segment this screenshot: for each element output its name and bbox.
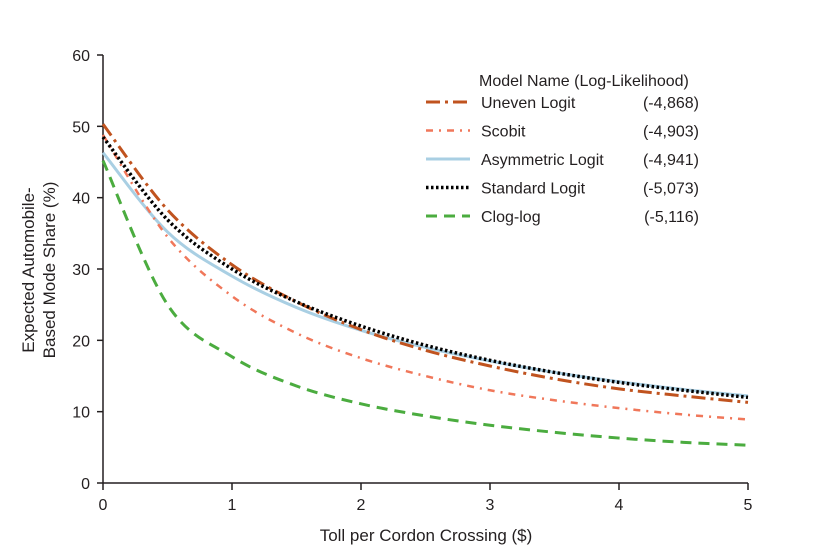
x-tick-label: 4: [615, 497, 624, 514]
x-tick-label: 0: [99, 497, 108, 514]
legend-label-standard-logit: Standard Logit: [481, 181, 586, 198]
legend-title: Model Name (Log-Likelihood): [479, 73, 689, 90]
axes: 0 10 20 30 40 50 60 0 1 2 3 4 5: [72, 48, 752, 514]
y-tick-label: 20: [72, 333, 90, 350]
y-tick-label: 60: [72, 48, 90, 65]
legend-loglik-uneven-logit: (-4,868): [643, 95, 699, 112]
x-tick-label: 2: [357, 497, 366, 514]
legend: Model Name (Log-Likelihood) Uneven Logit…: [426, 73, 699, 226]
y-tick-label: 10: [72, 405, 90, 422]
x-axis-label: Toll per Cordon Crossing ($): [320, 526, 533, 545]
y-tick-label: 50: [72, 119, 90, 136]
y-axis-label-line-1: Expected Automobile-: [19, 187, 38, 352]
y-axis-label: Expected Automobile- Based Mode Share (%…: [19, 182, 59, 359]
legend-loglik-scobit: (-4,903): [643, 124, 699, 141]
x-tick-label: 3: [486, 497, 495, 514]
series-line-scobit: [101, 134, 749, 421]
legend-loglik-standard-logit: (-5,073): [643, 181, 699, 198]
legend-label-uneven-logit: Uneven Logit: [481, 95, 576, 112]
series-line-standard-logit: [101, 135, 749, 400]
legend-loglik-clog-log: (-5,116): [644, 209, 699, 226]
series-layer: [101, 123, 749, 447]
x-tick-label: 5: [744, 497, 753, 514]
x-tick-label: 1: [228, 497, 237, 514]
legend-label-asymmetric-logit: Asymmetric Logit: [481, 152, 604, 169]
y-tick-label: 40: [72, 191, 90, 208]
y-tick-label: 0: [81, 476, 90, 493]
legend-label-scobit: Scobit: [481, 124, 526, 141]
y-axis-label-line-2: Based Mode Share (%): [40, 182, 59, 359]
legend-label-clog-log: Clog-log: [481, 209, 541, 226]
series-line-asymmetric-logit: [101, 151, 749, 398]
legend-loglik-asymmetric-logit: (-4,941): [643, 152, 699, 169]
series-line-clog-log: [101, 159, 749, 447]
y-tick-label: 30: [72, 262, 90, 279]
